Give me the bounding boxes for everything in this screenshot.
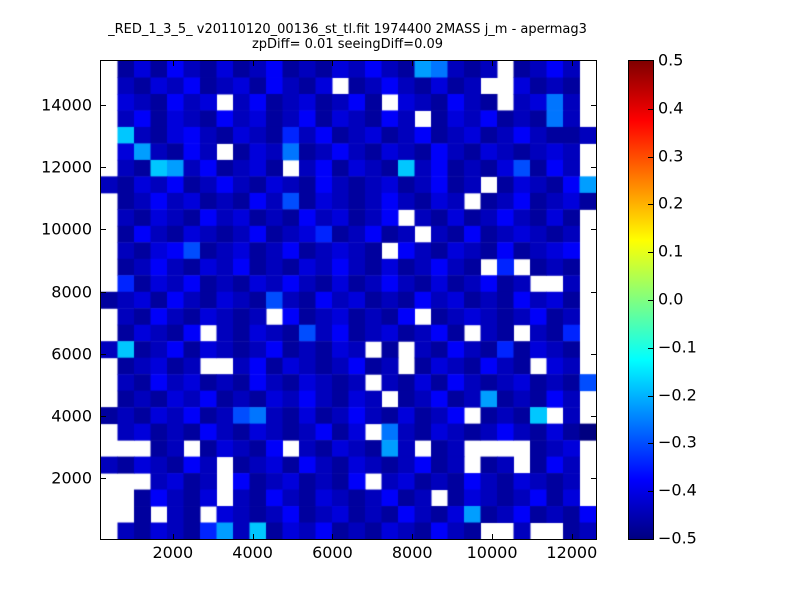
- x-tick-mark: [412, 534, 414, 539]
- heatmap-canvas: [101, 61, 596, 539]
- colorbar: [628, 60, 654, 540]
- y-tick-label: 8000: [51, 282, 92, 301]
- y-tick-mark-right: [591, 353, 596, 355]
- x-tick-label: 4000: [232, 543, 273, 562]
- x-tick-mark: [332, 534, 334, 539]
- colorbar-tick-label: −0.2: [658, 385, 697, 405]
- colorbar-tick-mark: [648, 443, 653, 445]
- colorbar-tick-label: −0.4: [658, 480, 697, 500]
- y-tick-label: 2000: [51, 468, 92, 488]
- x-tick-mark-top: [332, 61, 334, 66]
- colorbar-tick-mark: [648, 300, 653, 301]
- x-tick-label: 10000: [466, 543, 518, 562]
- x-tick-mark-top: [492, 61, 494, 66]
- y-tick-label: 14000: [41, 95, 92, 115]
- x-tick-mark: [492, 534, 494, 539]
- colorbar-tick-mark: [648, 395, 653, 397]
- y-tick-label: 12000: [41, 157, 92, 177]
- y-tick-label: 4000: [51, 406, 92, 426]
- y-tick-mark: [101, 167, 106, 169]
- colorbar-tick-label: 0.0: [658, 289, 684, 309]
- x-tick-label: 2000: [152, 543, 194, 562]
- colorbar-tick-mark: [648, 108, 653, 110]
- colorbar-tick-label: −0.3: [658, 432, 697, 452]
- colorbar-tick-mark: [648, 156, 653, 158]
- y-tick-label: 10000: [41, 219, 92, 239]
- chart-title-line2: zpDiff= 0.01 seeingDiff=0.09: [251, 37, 444, 52]
- chart-title: _RED_1_3_5_ v20110120_00136_st_tl.fit 19…: [100, 22, 595, 52]
- y-tick-mark-right: [591, 167, 596, 169]
- y-tick-mark-right: [591, 105, 596, 106]
- x-tick-mark: [172, 534, 174, 539]
- y-tick-mark: [101, 229, 106, 231]
- y-tick-mark-right: [591, 478, 596, 479]
- x-tick-mark-top: [571, 61, 573, 66]
- y-tick-mark: [101, 291, 106, 293]
- y-tick-mark: [101, 105, 106, 106]
- y-tick-label: 6000: [51, 344, 92, 364]
- x-tick-label: 6000: [312, 543, 353, 562]
- chart-title-line1: _RED_1_3_5_ v20110120_00136_st_tl.fit 19…: [108, 22, 587, 37]
- x-tick-mark-top: [412, 61, 414, 66]
- x-tick-mark-top: [252, 61, 254, 66]
- colorbar-tick-mark: [648, 204, 653, 206]
- y-tick-mark-right: [591, 229, 596, 231]
- colorbar-tick-mark: [648, 491, 653, 493]
- colorbar-tick-label: 0.4: [658, 98, 684, 118]
- y-tick-mark: [101, 353, 106, 355]
- x-tick-mark: [571, 534, 573, 539]
- colorbar-tick-mark: [648, 347, 653, 349]
- y-tick-mark: [101, 478, 106, 479]
- plot-area: [100, 60, 597, 540]
- x-tick-label: 8000: [391, 543, 433, 562]
- colorbar-tick-label: −0.5: [658, 528, 697, 548]
- y-tick-mark: [101, 415, 106, 417]
- colorbar-tick-label: −0.1: [658, 337, 697, 357]
- colorbar-tick-label: 0.5: [658, 50, 684, 70]
- x-tick-mark: [252, 534, 254, 539]
- colorbar-tick-label: 0.1: [658, 241, 684, 261]
- x-tick-label: 12000: [546, 543, 598, 562]
- colorbar-tick-label: 0.3: [658, 146, 684, 166]
- x-tick-mark-top: [172, 61, 174, 66]
- y-tick-mark-right: [591, 415, 596, 417]
- colorbar-tick-mark: [648, 252, 653, 254]
- y-tick-mark-right: [591, 291, 596, 293]
- colorbar-tick-label: 0.2: [658, 193, 684, 213]
